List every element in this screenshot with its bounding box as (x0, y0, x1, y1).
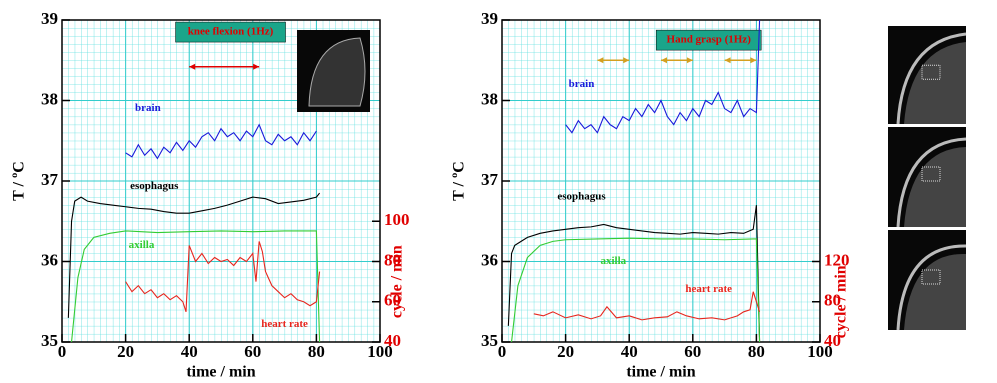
y2-tick-label: 40 (824, 331, 841, 350)
plot-frame (501, 19, 821, 343)
x-tick-label: 40 (621, 342, 638, 361)
series-label: axilla (129, 239, 155, 251)
annotation: Hand grasp (1Hz) (667, 34, 752, 46)
series-line (510, 237, 761, 343)
mri-skull (896, 244, 967, 331)
mri-roi (921, 166, 941, 182)
series-label: esophagus (557, 191, 606, 203)
y2-tick-label: 80 (824, 291, 841, 310)
series-line (125, 123, 317, 160)
mri-images (888, 26, 967, 331)
annotation-box (655, 29, 762, 51)
y-tick-label: 36 (481, 250, 498, 269)
x-tick-label: 0 (58, 342, 67, 361)
series-line (507, 205, 761, 343)
y-axis-title: T / ºC (451, 161, 468, 201)
chart: 0 20 40 60 80 100 35 36 37 38 39 40 60 80 100 time / mi… (11, 9, 410, 381)
annotation: knee flexion (1Hz) (188, 26, 274, 38)
x-tick-label: 80 (308, 342, 325, 361)
y-tick-label: 37 (481, 170, 499, 189)
y-tick-label: 38 (481, 89, 498, 108)
mri-roi (921, 64, 941, 80)
series-label: axilla (600, 255, 626, 267)
y-tick-label: 37 (41, 170, 59, 189)
y-tick-label: 38 (41, 89, 58, 108)
y2-axis-title: cycle / min (389, 245, 406, 318)
y-tick-label: 35 (41, 331, 58, 350)
series-line (533, 291, 761, 321)
x-axis-title: time / min (626, 364, 695, 381)
annotation-box (175, 21, 286, 43)
series-label: heart rate (261, 318, 308, 330)
x-tick-label: 60 (244, 342, 261, 361)
chart: 0 20 40 60 80 100 35 36 37 38 39 40 80 120 time / min T… (451, 9, 850, 381)
series-label: heart rate (685, 283, 732, 295)
y-axis-title: T / ºC (11, 161, 28, 201)
x-tick-label: 100 (807, 342, 833, 361)
y-tick-label: 39 (481, 9, 498, 28)
x-tick-label: 20 (557, 342, 574, 361)
series-line (565, 19, 761, 134)
x-tick-label: 0 (498, 342, 507, 361)
mri-skull (896, 32, 967, 125)
y-tick-label: 35 (481, 331, 498, 350)
series-label: esophagus (130, 180, 179, 192)
x-tick-label: 60 (684, 342, 701, 361)
x-tick-label: 80 (748, 342, 765, 361)
series-label: brain (569, 78, 595, 90)
mri-skull (896, 137, 967, 228)
y2-tick-label: 80 (384, 250, 401, 269)
y2-tick-label: 40 (384, 331, 401, 350)
y2-tick-label: 120 (824, 250, 850, 269)
y2-tick-label: 100 (384, 210, 410, 229)
y2-tick-label: 60 (384, 291, 401, 310)
x-tick-label: 100 (367, 342, 393, 361)
series-label: brain (135, 102, 161, 114)
inset-brain (308, 37, 366, 107)
y2-axis-title: cycle / min (833, 265, 850, 338)
mri-brain (904, 42, 966, 124)
series-line (70, 230, 321, 343)
mri-roi (921, 269, 941, 285)
series-line (125, 241, 321, 312)
y-tick-label: 39 (41, 9, 58, 28)
y-tick-label: 36 (41, 250, 58, 269)
plot-frame (61, 19, 381, 343)
mri-brain (904, 147, 966, 227)
x-axis-title: time / min (186, 364, 255, 381)
series-line (67, 192, 321, 318)
x-tick-label: 20 (117, 342, 134, 361)
mri-brain (904, 253, 966, 330)
x-tick-label: 40 (181, 342, 198, 361)
